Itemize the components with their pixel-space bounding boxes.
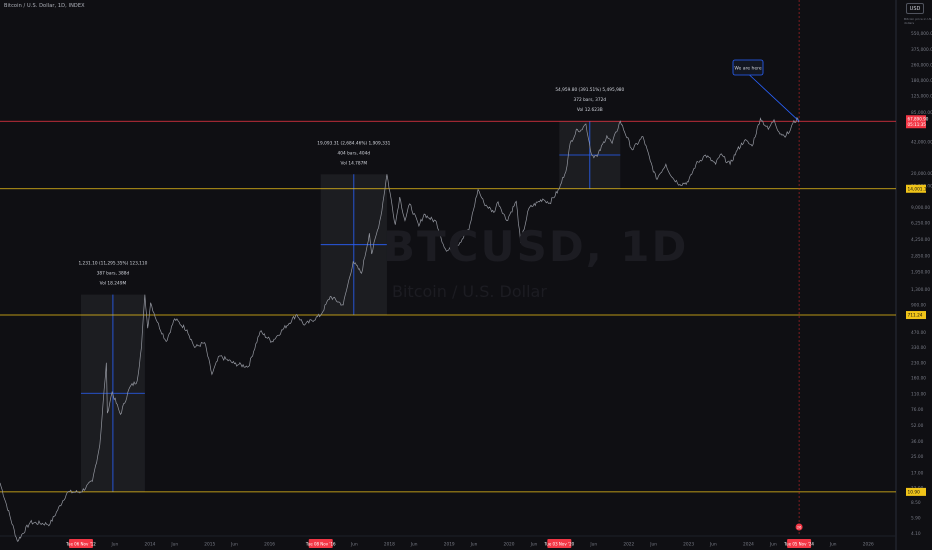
x-tick-label: 2016 (264, 542, 275, 548)
x-tick-label: 2023 (683, 542, 694, 548)
currency-note: Bitcoin price in US dollars (904, 17, 932, 25)
range-stats-label: 372 bars, 372d (574, 97, 607, 103)
y-tick-label: 6,250.00 (911, 220, 930, 226)
current-price-label: 67,890.90 (908, 117, 929, 122)
y-tick-label: 2,850.00 (911, 254, 930, 260)
x-tick-label: Jun (470, 542, 478, 548)
y-tick-label: 375,000.00 (911, 47, 932, 53)
y-tick-label: 17.00 (911, 471, 924, 477)
flag-label: 26 (797, 526, 801, 530)
x-date-badge (787, 539, 812, 548)
x-date-badge (547, 539, 572, 548)
callout-box (732, 59, 764, 76)
support-price-badge (906, 311, 926, 320)
range-stats-label: Vol 12.623B (577, 107, 603, 113)
support-price-label: 711.24 (908, 313, 923, 319)
earnings-flag-icon (795, 523, 803, 531)
x-tick-label: Jun (410, 542, 418, 548)
y-tick-label: 52.00 (911, 423, 924, 429)
y-tick-label: 85,000.00 (911, 110, 932, 116)
x-tick-label: 2020 (504, 542, 515, 548)
y-tick-label: 900.00 (911, 302, 926, 308)
y-tick-label: 180,000.00 (911, 78, 932, 84)
y-tick-label: 9,000.00 (911, 205, 930, 211)
x-date-badge (68, 539, 93, 548)
y-tick-label: 260,000.00 (911, 63, 932, 69)
x-tick-label: Jun (530, 542, 538, 548)
y-tick-label: 110.00 (911, 391, 926, 397)
y-tick-label: 4,250.00 (911, 237, 930, 243)
support-price-badge (906, 487, 926, 496)
x-tick-label: 2026 (863, 542, 874, 548)
range-stats-label: 54,959.80 (391.51%) 5,495,980 (555, 87, 624, 93)
range-stats-label: Vol 14.787M (341, 160, 368, 166)
currency-button[interactable]: USD (906, 3, 924, 14)
callout-text: We are here (734, 66, 761, 72)
x-tick-label: Tue 06 Nov '12 (65, 542, 96, 547)
x-tick-label: Jun (769, 542, 777, 548)
y-tick-label: 42,000.00 (911, 140, 932, 146)
x-tick-label: Jun (350, 542, 358, 548)
chart-title: Bitcoin / U.S. Dollar, 1D, INDEX (4, 3, 85, 9)
support-price-badge (906, 184, 926, 193)
y-tick-label: 5.90 (911, 515, 921, 521)
support-price-label: 14,001.16 (908, 186, 930, 192)
price-line (0, 116, 800, 542)
y-tick-label: 125,000.00 (911, 94, 932, 100)
y-tick-label: 36.00 (911, 439, 924, 445)
countdown-label: 05:11:35 (908, 122, 927, 127)
x-tick-label: Jun (111, 542, 119, 548)
x-date-badge (308, 539, 333, 548)
x-tick-label: Jun (230, 542, 238, 548)
y-tick-label: 550,000.00 (911, 31, 932, 37)
range-stats-label: Vol 18.249M (100, 281, 127, 287)
y-tick-label: 470.00 (911, 330, 926, 336)
y-tick-label: 4.10 (911, 531, 921, 537)
x-tick-label: Tue 08 Nov '16 (305, 542, 336, 547)
x-tick-label: Jun (589, 542, 597, 548)
x-tick-label: Jun (649, 542, 657, 548)
x-tick-label: Tue 05 Nov '24 (783, 542, 814, 547)
support-price-label: 10.90 (908, 489, 921, 495)
y-tick-label: 1,950.00 (911, 270, 930, 276)
range-stats-label: 387 bars, 388d (97, 271, 130, 277)
x-tick-label: Jun (170, 542, 178, 548)
y-tick-label: 160.00 (911, 376, 926, 382)
x-tick-label: Jun (709, 542, 717, 548)
current-price-badge (906, 115, 926, 129)
y-tick-label: 25.00 (911, 454, 924, 460)
range-stats-label: 19,093.31 (2,684.46%) 1,909,331 (317, 140, 390, 146)
watermark-ticker: BTCUSD, 1D (383, 222, 689, 271)
x-tick-label: 2014 (144, 542, 155, 548)
watermark-name: Bitcoin / U.S. Dollar (392, 282, 547, 301)
y-tick-label: 20,000.00 (911, 171, 932, 177)
y-tick-label: 76.00 (911, 407, 924, 413)
y-tick-label: 8.50 (911, 500, 921, 506)
y-tick-label: 1,300.00 (911, 287, 930, 293)
x-tick-label: 2018 (384, 542, 395, 548)
y-tick-label: 330.00 (911, 345, 926, 351)
range-stats-label: 404 bars, 404d (338, 150, 371, 156)
x-tick-label: 2024 (743, 542, 754, 548)
x-tick-label: Jun (829, 542, 837, 548)
x-tick-label: 2019 (444, 542, 455, 548)
callout-pointer (749, 74, 800, 122)
x-tick-label: 2022 (623, 542, 634, 548)
range-stats-label: 1,231.10 (11,295.35%) 123,110 (78, 261, 147, 267)
y-tick-label: 230.00 (911, 360, 926, 366)
x-tick-label: Tue 03 Nov '20 (543, 542, 574, 547)
x-tick-label: 2015 (204, 542, 215, 548)
